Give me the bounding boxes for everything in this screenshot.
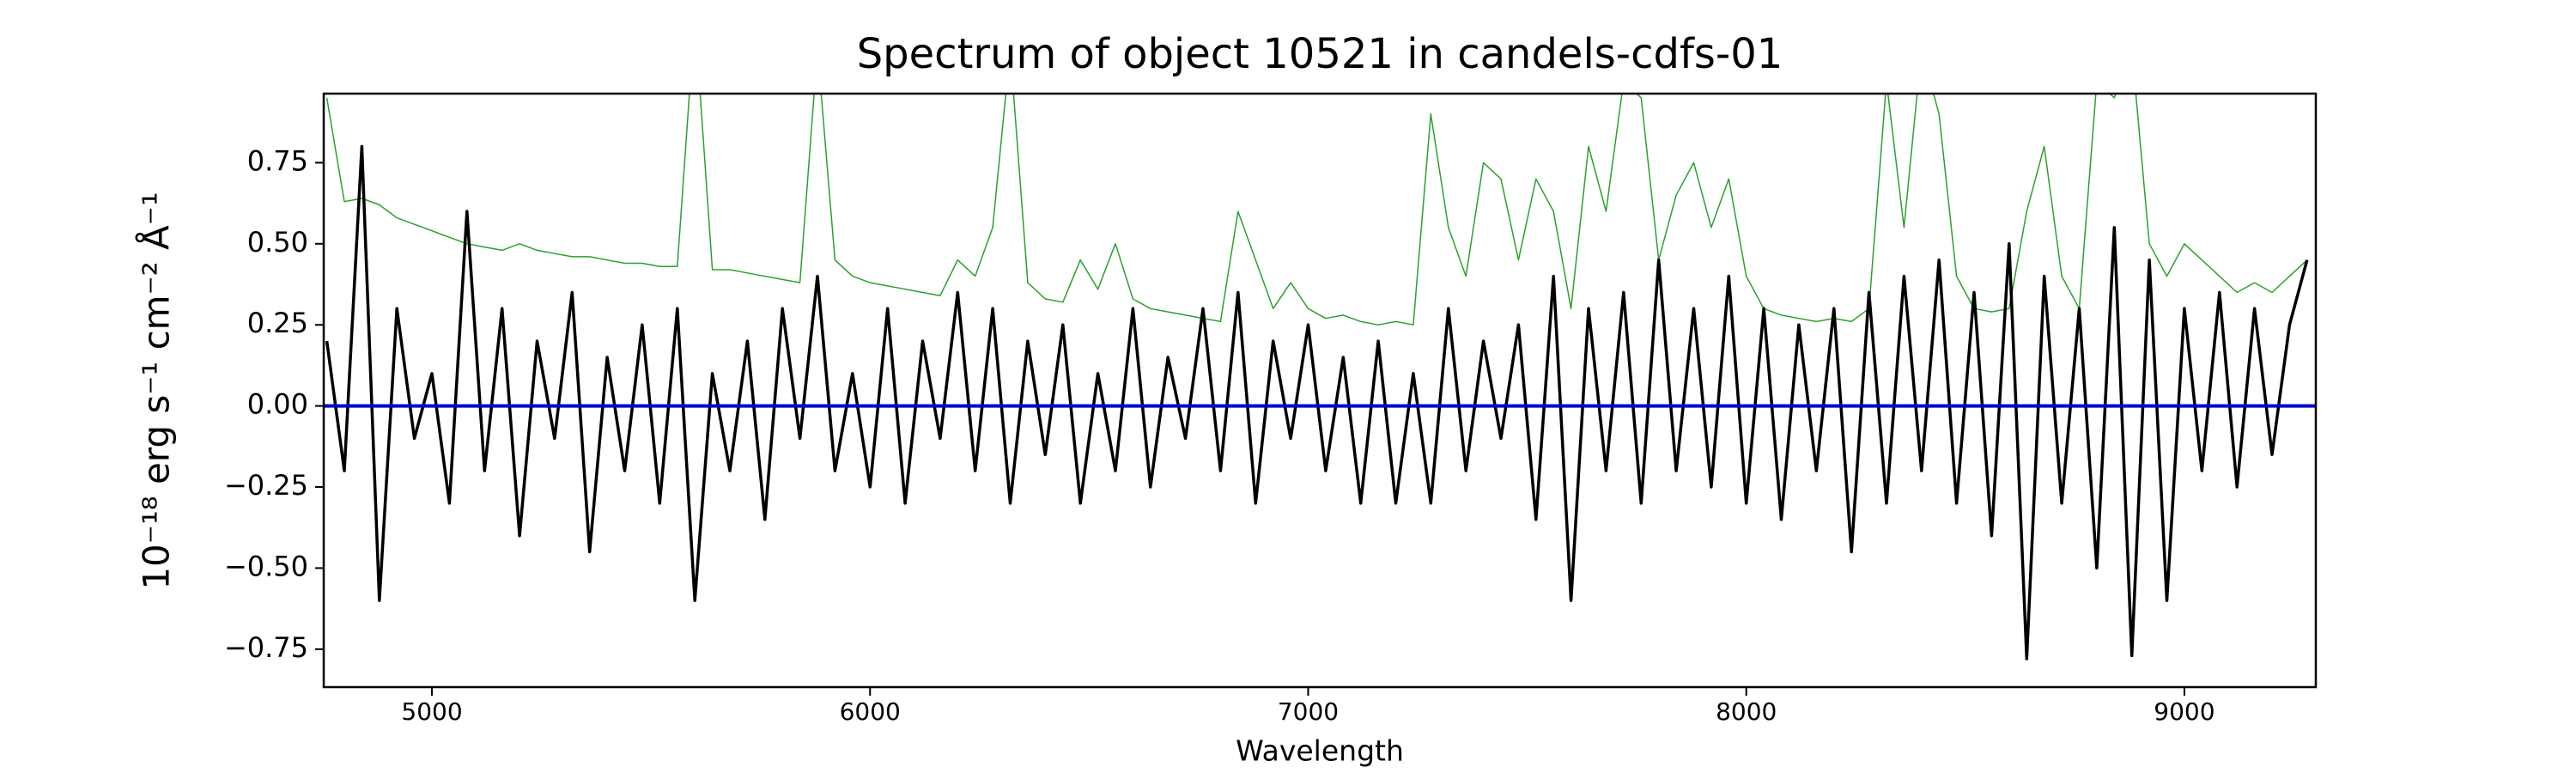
y-axis-label: 10⁻¹⁸ erg s⁻¹ cm⁻² Å⁻¹	[135, 192, 178, 589]
spectrum-line	[325, 144, 2309, 660]
x-tick-label: 5000	[401, 697, 462, 726]
y-tick-label: 0.25	[247, 307, 308, 339]
axes-frame	[322, 92, 2318, 689]
x-tick-label: 6000	[840, 697, 901, 726]
y-tick-label: 0.75	[247, 144, 308, 177]
x-axis-label: Wavelength	[1236, 734, 1404, 768]
x-tick-label: 8000	[1716, 697, 1777, 726]
x-tick-label: 7000	[1278, 697, 1339, 726]
plot-area	[324, 94, 2316, 660]
x-tick-label: 9000	[2154, 697, 2215, 726]
spectrum-line	[325, 94, 2308, 326]
y-tick-label: 0.50	[247, 226, 308, 259]
chart-title: Spectrum of object 10521 in candels-cdfs…	[857, 30, 1783, 78]
y-tick-label: 0.00	[247, 388, 308, 421]
y-tick-label: −0.50	[224, 550, 308, 582]
y-tick-label: −0.25	[224, 469, 308, 502]
y-tick-label: −0.75	[224, 631, 308, 664]
